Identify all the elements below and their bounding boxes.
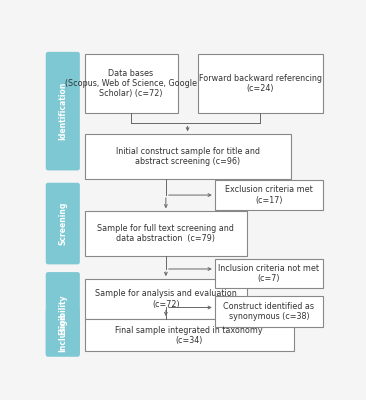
Text: Construct identified as
synonymous (c=38): Construct identified as synonymous (c=38… [224,302,314,321]
Text: Inclusion criteria not met
(c=7): Inclusion criteria not met (c=7) [219,264,320,283]
Text: Eligibility: Eligibility [58,294,67,335]
Text: Final sample integrated in taxonomy
(c=34): Final sample integrated in taxonomy (c=3… [115,326,263,345]
FancyBboxPatch shape [46,272,80,357]
Text: Forward backward referencing
(c=24): Forward backward referencing (c=24) [199,74,322,93]
Text: Sample for full text screening and
data abstraction  (c=79): Sample for full text screening and data … [97,224,234,243]
Text: Data bases
(Scopus, Web of Science, Google
Scholar) (c=72): Data bases (Scopus, Web of Science, Goog… [65,68,197,98]
FancyBboxPatch shape [46,183,80,264]
FancyBboxPatch shape [215,180,323,210]
Text: Initial construct sample for title and
abstract screening (c=96): Initial construct sample for title and a… [116,147,259,166]
FancyBboxPatch shape [46,309,80,355]
FancyBboxPatch shape [215,259,323,288]
Text: Sample for analysis and evaluation
(c=72): Sample for analysis and evaluation (c=72… [95,289,237,309]
Text: Exclusion criteria met
(c=17): Exclusion criteria met (c=17) [225,185,313,205]
FancyBboxPatch shape [46,52,80,170]
Text: Inclusion: Inclusion [58,312,67,352]
FancyBboxPatch shape [85,319,294,351]
FancyBboxPatch shape [85,211,247,256]
FancyBboxPatch shape [85,54,178,113]
FancyBboxPatch shape [198,54,323,113]
Text: Screening: Screening [58,202,67,245]
FancyBboxPatch shape [215,296,323,327]
Text: Identification: Identification [58,82,67,140]
FancyBboxPatch shape [85,134,291,179]
FancyBboxPatch shape [85,279,247,319]
